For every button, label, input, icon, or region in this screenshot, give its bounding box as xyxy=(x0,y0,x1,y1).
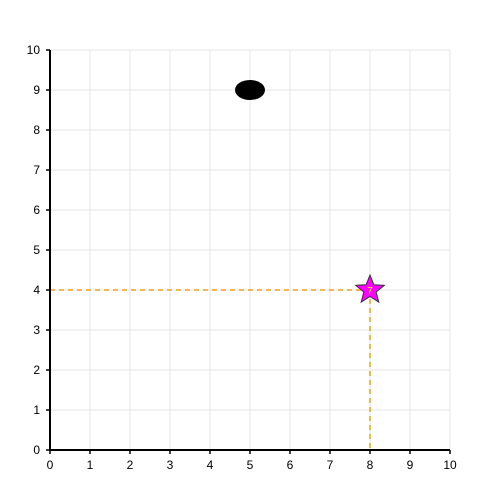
x-tick-label: 7 xyxy=(327,458,334,472)
y-tick-label: 3 xyxy=(33,323,40,337)
y-tick-label: 0 xyxy=(33,443,40,457)
y-tick-label: 9 xyxy=(33,83,40,97)
x-tick-label: 10 xyxy=(443,458,457,472)
x-tick-label: 3 xyxy=(167,458,174,472)
x-tick-label: 4 xyxy=(207,458,214,472)
data-points: 7 xyxy=(235,80,386,304)
x-tick-label: 2 xyxy=(127,458,134,472)
x-tick-label: 5 xyxy=(247,458,254,472)
x-tick-label: 1 xyxy=(87,458,94,472)
x-tick-label: 0 xyxy=(47,458,54,472)
ellipse-point xyxy=(235,80,265,100)
star-point: 7 xyxy=(354,273,386,304)
y-tick-label: 4 xyxy=(33,283,40,297)
y-tick-label: 5 xyxy=(33,243,40,257)
star-icon xyxy=(354,273,386,304)
x-tick-label: 9 xyxy=(407,458,414,472)
axes xyxy=(46,49,451,454)
y-tick-label: 8 xyxy=(33,123,40,137)
y-tick-label: 2 xyxy=(33,363,40,377)
x-tick-label: 8 xyxy=(367,458,374,472)
x-tick-label: 6 xyxy=(287,458,294,472)
y-tick-label: 10 xyxy=(27,43,41,57)
grid xyxy=(50,49,451,450)
y-tick-label: 7 xyxy=(33,163,40,177)
star-point-label: 7 xyxy=(367,286,373,297)
y-tick-label: 6 xyxy=(33,203,40,217)
tick-labels: 0 1 2 3 4 5 6 7 8 9 10 0 1 2 3 4 5 6 7 8 9 10 xyxy=(27,43,457,472)
y-tick-label: 1 xyxy=(33,403,40,417)
